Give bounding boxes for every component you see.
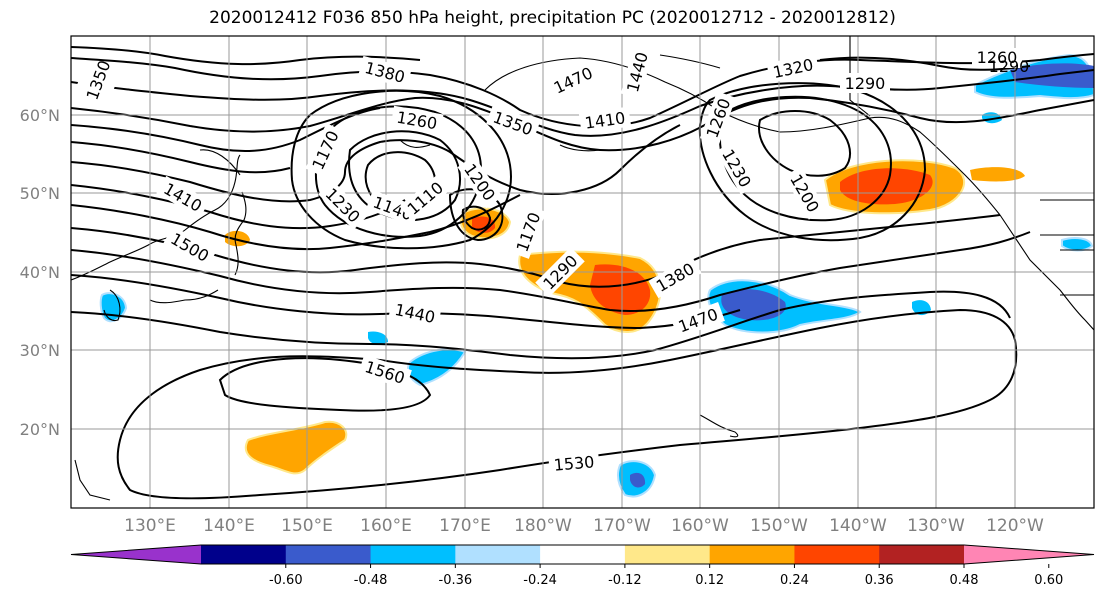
contour-label: 1290 bbox=[845, 74, 886, 93]
colorbar-tick-label: -0.12 bbox=[608, 573, 642, 588]
colorbar-tick-label: 0.60 bbox=[1034, 573, 1063, 588]
lon-label: 150°E bbox=[281, 516, 333, 536]
map-title: 2020012412 F036 850 hPa height, precipit… bbox=[209, 8, 896, 28]
latitude-labels: 60°N 50°N 40°N 30°N 20°N bbox=[20, 106, 60, 439]
longitude-labels: 130°E 140°E 150°E 160°E 170°E 180°W 170°… bbox=[124, 516, 1044, 536]
colorbar-tick-label: -0.48 bbox=[354, 573, 388, 588]
colorbar-tick-label: -0.36 bbox=[439, 573, 473, 588]
contour-label: 1290 bbox=[989, 57, 1030, 76]
colorbar-extend-low bbox=[71, 545, 201, 564]
contour-label: 1260 bbox=[977, 48, 1018, 67]
colorbar-segment bbox=[794, 545, 880, 564]
colorbar-segment bbox=[624, 545, 711, 564]
colorbar-segment bbox=[285, 545, 372, 564]
lon-label: 140°W bbox=[829, 516, 887, 536]
lon-label: 120°W bbox=[986, 516, 1044, 536]
lon-label: 160°E bbox=[360, 516, 412, 536]
colorbar-tick-label: 0.24 bbox=[780, 573, 809, 588]
lat-label: 40°N bbox=[20, 263, 60, 282]
lon-label: 170°W bbox=[593, 516, 651, 536]
colorbar-outline bbox=[70, 544, 1095, 565]
lat-label: 20°N bbox=[20, 420, 60, 439]
colorbar-segment bbox=[709, 545, 795, 564]
colorbar-segment bbox=[201, 545, 287, 564]
graticule bbox=[71, 36, 1094, 508]
lon-label: 160°W bbox=[671, 516, 729, 536]
precip-anomaly-positive bbox=[590, 264, 651, 315]
colorbar-tick-label: -0.60 bbox=[269, 573, 303, 588]
colorbar: -0.60 -0.48 -0.36 -0.24 -0.12 0.12 0.24 0.36 0.4… bbox=[70, 544, 1095, 588]
lon-label: 180°W bbox=[514, 516, 572, 536]
map-frame bbox=[70, 35, 1095, 509]
precip-anomaly-negative bbox=[368, 331, 388, 345]
precip-anomaly-positive bbox=[244, 420, 348, 475]
lon-label: 130°E bbox=[124, 516, 176, 536]
colorbar-tick-label: -0.24 bbox=[523, 573, 557, 588]
lat-label: 30°N bbox=[20, 341, 60, 360]
colorbar-tick-label: 0.12 bbox=[695, 573, 724, 588]
lon-label: 130°W bbox=[907, 516, 965, 536]
colorbar-segment bbox=[370, 545, 456, 564]
colorbar-segment bbox=[455, 545, 541, 564]
lat-label: 50°N bbox=[20, 184, 60, 203]
contour-label: 1530 bbox=[553, 452, 595, 474]
lon-label: 170°E bbox=[439, 516, 491, 536]
precip-anomaly-negative bbox=[1061, 237, 1094, 252]
lon-label: 140°E bbox=[203, 516, 255, 536]
lon-label: 150°W bbox=[750, 516, 808, 536]
colorbar-tick-label: 0.48 bbox=[950, 573, 979, 588]
colorbar-segment bbox=[879, 545, 965, 564]
colorbar-extend-high bbox=[964, 545, 1094, 564]
colorbar-segment bbox=[540, 545, 626, 564]
colorbar-tick-label: 0.36 bbox=[865, 573, 894, 588]
precip-anomaly-negative bbox=[630, 472, 646, 488]
precip-anomaly-negative bbox=[912, 300, 931, 316]
precip-anomaly-positive bbox=[970, 167, 1025, 182]
precip-anomaly-positive bbox=[225, 230, 250, 247]
lat-label: 60°N bbox=[20, 106, 60, 125]
